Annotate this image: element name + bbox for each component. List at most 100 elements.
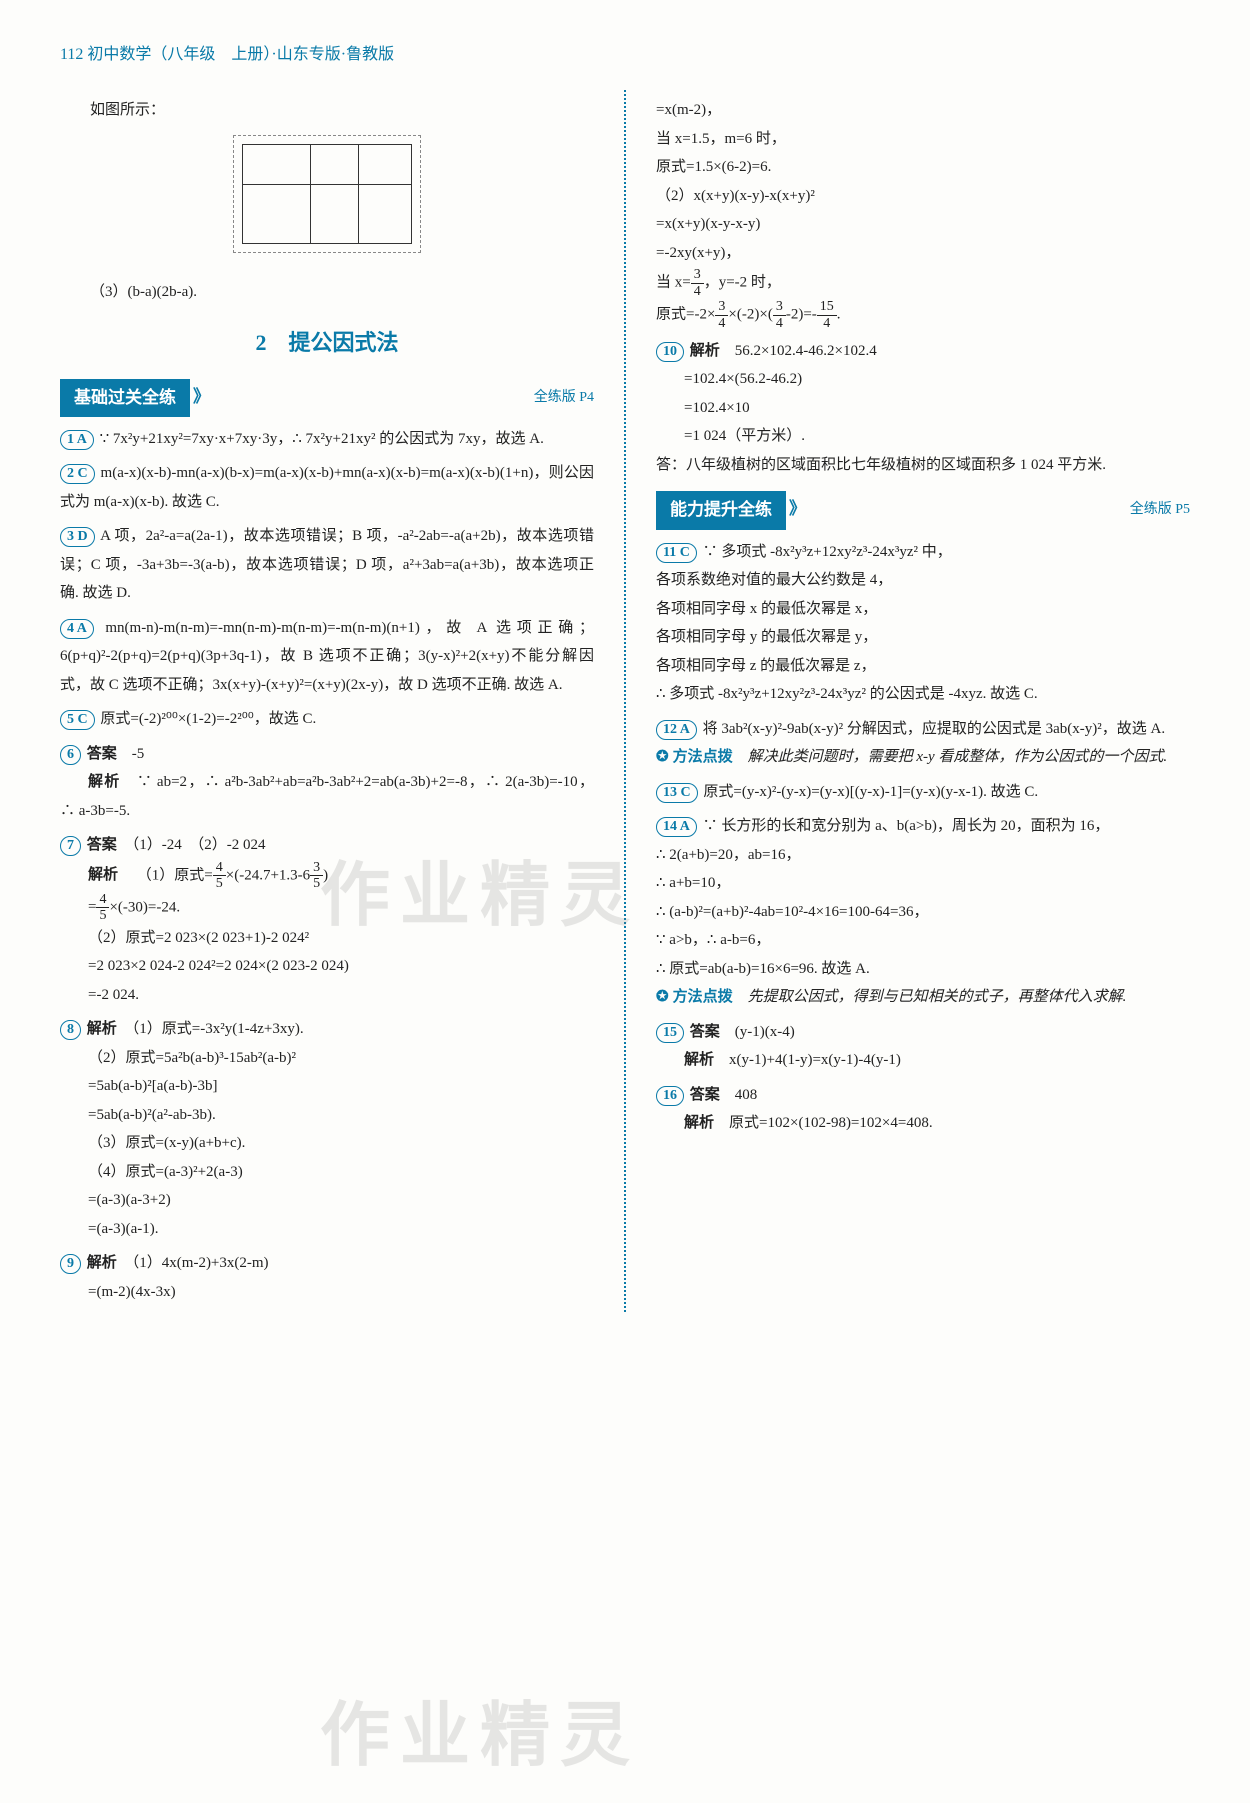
q-num: 8 xyxy=(60,1020,81,1040)
q-num: 7 xyxy=(60,836,81,856)
q6: 6 答案 -5 解析 ∵ ab=2，∴ a²b-3ab²+ab=a²b-3ab²… xyxy=(60,740,594,826)
q1: 1 A ∵ 7x²y+21xy²=7xy·x+7xy·3y，∴ 7x²y+21x… xyxy=(60,425,594,454)
q7-exp1e: ×(-30)=-24. xyxy=(109,899,180,915)
q-num: 6 xyxy=(60,745,81,765)
q14-tip: 先提取公因式，得到与已知相关的式子，再整体代入求解. xyxy=(748,989,1127,1005)
q2: 2 C m(a-x)(x-b)-mn(a-x)(b-x)=m(a-x)(x-b)… xyxy=(60,459,594,516)
q15: 15 答案 (y-1)(x-4) 解析 x(y-1)+4(1-y)=x(y-1)… xyxy=(656,1018,1190,1075)
r-l2: 当 x=1.5，m=6 时， xyxy=(656,131,786,147)
q9-l1: （1）4x(m-2)+3x(2-m) xyxy=(132,1255,269,1271)
q-num: 1 A xyxy=(60,430,94,450)
q7-exp1b: ×(-24.7+1.3-6 xyxy=(226,867,310,883)
banner-ref: 全练版 P5 xyxy=(1130,497,1190,524)
line-3: （3）(b-a)(2b-a). xyxy=(60,278,594,307)
q11-l5: 各项相同字母 z 的最低次幂是 z， xyxy=(656,658,876,674)
q12-text: 将 3ab²(x-y)²-9ab(x-y)² 分解因式，应提取的公因式是 3ab… xyxy=(703,721,1166,737)
q1-text: ∵ 7x²y+21xy²=7xy·x+7xy·3y，∴ 7x²y+21xy² 的… xyxy=(100,431,544,447)
tip-label: 方法点拨 xyxy=(656,749,733,765)
q-num: 15 xyxy=(656,1023,684,1043)
exp-label: 解析 xyxy=(684,1115,714,1131)
exp-label: 解析 xyxy=(88,867,118,883)
q12-tip: 解决此类问题时，需要把 x-y 看成整体，作为公因式的一个因式. xyxy=(748,749,1168,765)
banner-advanced: 能力提升全练 全练版 P5 xyxy=(656,491,1190,529)
q14-l1: ∵ 长方形的长和宽分别为 a、b(a>b)，周长为 20，面积为 16， xyxy=(703,818,1110,834)
left-column: 如图所示： （3）(b-a)(2b-a). 2 提公因式法 xyxy=(60,90,594,1312)
q15-exp: x(y-1)+4(1-y)=x(y-1)-4(y-1) xyxy=(729,1052,901,1068)
r-l1: =x(m-2)， xyxy=(656,102,721,118)
q9: 9 解析 （1）4x(m-2)+3x(2-m) =(m-2)(4x-3x) xyxy=(60,1249,594,1306)
q10-l5: 答：八年级植树的区域面积比七年级植树的区域面积多 1 024 平方米. xyxy=(656,457,1106,473)
grid-figure xyxy=(60,135,594,264)
q-num: 2 C xyxy=(60,464,95,484)
tip-label: 方法点拨 xyxy=(656,989,733,1005)
q-num: 5 C xyxy=(60,710,95,730)
q-num: 3 D xyxy=(60,527,95,547)
q13-text: 原式=(y-x)²-(y-x)=(y-x)[(y-x)-1]=(y-x)(y-x… xyxy=(703,784,1038,800)
r-l8b: ×(-2)×( xyxy=(728,307,772,323)
q8: 8 解析 （1）原式=-3x²y(1-4z+3xy). （2）原式=5a²b(a… xyxy=(60,1015,594,1243)
q14-l6: ∴ 原式=ab(a-b)=16×6=96. 故选 A. xyxy=(656,961,870,977)
q-num: 4 A xyxy=(60,619,94,639)
page-number: 112 xyxy=(60,46,83,63)
q8-l8: =(a-3)(a-1). xyxy=(88,1221,159,1237)
q14-l5: ∵ a>b，∴ a-b=6， xyxy=(656,932,770,948)
r-l7b: ，y=-2 时， xyxy=(704,275,781,291)
q-num: 14 A xyxy=(656,817,697,837)
exp-label: 解析 xyxy=(87,1255,117,1271)
q10-l3: =102.4×10 xyxy=(684,400,750,416)
section-title: 2 提公因式法 xyxy=(60,322,594,364)
q16-answer: 408 xyxy=(735,1087,758,1103)
page-title: 初中数学（八年级 上册）·山东专版·鲁教版 xyxy=(87,46,394,63)
q7-exp1d: = xyxy=(88,899,96,915)
page: 112 初中数学（八年级 上册）·山东专版·鲁教版 如图所示： xyxy=(60,40,1190,1312)
q6-answer: -5 xyxy=(132,746,145,762)
banner-label: 基础过关全练 xyxy=(60,379,190,417)
exp-label: 解析 xyxy=(87,1021,117,1037)
q14-l2: ∴ 2(a+b)=20，ab=16， xyxy=(656,847,800,863)
q16: 16 答案 408 解析 原式=102×(102-98)=102×4=408. xyxy=(656,1081,1190,1138)
q7-answer: （1）-24 （2）-2 024 xyxy=(132,837,266,853)
q-num: 11 C xyxy=(656,543,697,563)
r-l8c: -2)=- xyxy=(786,307,817,323)
banner-ref: 全练版 P4 xyxy=(534,385,594,412)
r-l5: =x(x+y)(x-y-x-y) xyxy=(656,216,760,232)
figure-caption: 如图所示： xyxy=(60,96,594,125)
banner-basic: 基础过关全练 全练版 P4 xyxy=(60,379,594,417)
q7-exp1a: （1）原式= xyxy=(137,867,213,883)
q-num: 12 A xyxy=(656,720,697,740)
q16-exp: 原式=102×(102-98)=102×4=408. xyxy=(729,1115,933,1131)
q7-exp1c: ) xyxy=(323,867,328,883)
q7: 7 答案 （1）-24 （2）-2 024 解析 （1）原式=45×(-24.7… xyxy=(60,831,594,1009)
q8-l7: =(a-3)(a-3+2) xyxy=(88,1192,171,1208)
q8-l2: （2）原式=5a²b(a-b)³-15ab²(a-b)² xyxy=(88,1050,296,1066)
q8-l5: （3）原式=(x-y)(a+b+c). xyxy=(88,1135,245,1151)
exp-label: 解析 xyxy=(88,774,121,790)
answer-label: 答案 xyxy=(87,746,117,762)
q7-exp2: （2）原式=2 023×(2 023+1)-2 024² =2 023×2 02… xyxy=(88,924,349,1010)
banner-label: 能力提升全练 xyxy=(656,491,786,529)
answer-label: 答案 xyxy=(87,837,117,853)
q10-l2: =102.4×(56.2-46.2) xyxy=(684,371,802,387)
q5: 5 C 原式=(-2)²⁰⁰×(1-2)=-2²⁰⁰，故选 C. xyxy=(60,705,594,734)
q11-l1: ∵ 多项式 -8x²y³z+12xy²z³-24x³yz² 中， xyxy=(703,544,952,560)
q10: 10 解析 56.2×102.4-46.2×102.4 =102.4×(56.2… xyxy=(656,337,1190,480)
q14: 14 A ∵ 长方形的长和宽分别为 a、b(a>b)，周长为 20，面积为 16… xyxy=(656,812,1190,1012)
q10-l4: =1 024（平方米）. xyxy=(684,428,805,444)
q8-l4: =5ab(a-b)²(a²-ab-3b). xyxy=(88,1107,216,1123)
q-num: 9 xyxy=(60,1254,81,1274)
q-num: 10 xyxy=(656,342,684,362)
q5-text: 原式=(-2)²⁰⁰×(1-2)=-2²⁰⁰，故选 C. xyxy=(100,711,316,727)
q11: 11 C ∵ 多项式 -8x²y³z+12xy²z³-24x³yz² 中， 各项… xyxy=(656,538,1190,709)
page-header: 112 初中数学（八年级 上册）·山东专版·鲁教版 xyxy=(60,40,1190,70)
answer-label: 答案 xyxy=(690,1024,720,1040)
q-num: 16 xyxy=(656,1086,684,1106)
q12: 12 A 将 3ab²(x-y)²-9ab(x-y)² 分解因式，应提取的公因式… xyxy=(656,715,1190,772)
q10-l1: 56.2×102.4-46.2×102.4 xyxy=(735,343,877,359)
q11-l6: ∴ 多项式 -8x²y³z+12xy²z³-24x³yz² 的公因式是 -4xy… xyxy=(656,686,1038,702)
q8-l3: =5ab(a-b)²[a(a-b)-3b] xyxy=(88,1078,218,1094)
q4-text: mn(m-n)-m(n-m)=-mn(n-m)-m(n-m)=-m(n-m)(n… xyxy=(60,620,594,693)
r-l4: （2）x(x+y)(x-y)-x(x+y)² xyxy=(656,188,815,204)
r-l3: 原式=1.5×(6-2)=6. xyxy=(656,159,771,175)
q9-continued: =x(m-2)， 当 x=1.5，m=6 时， 原式=1.5×(6-2)=6. … xyxy=(656,96,1190,331)
column-divider xyxy=(624,90,626,1312)
